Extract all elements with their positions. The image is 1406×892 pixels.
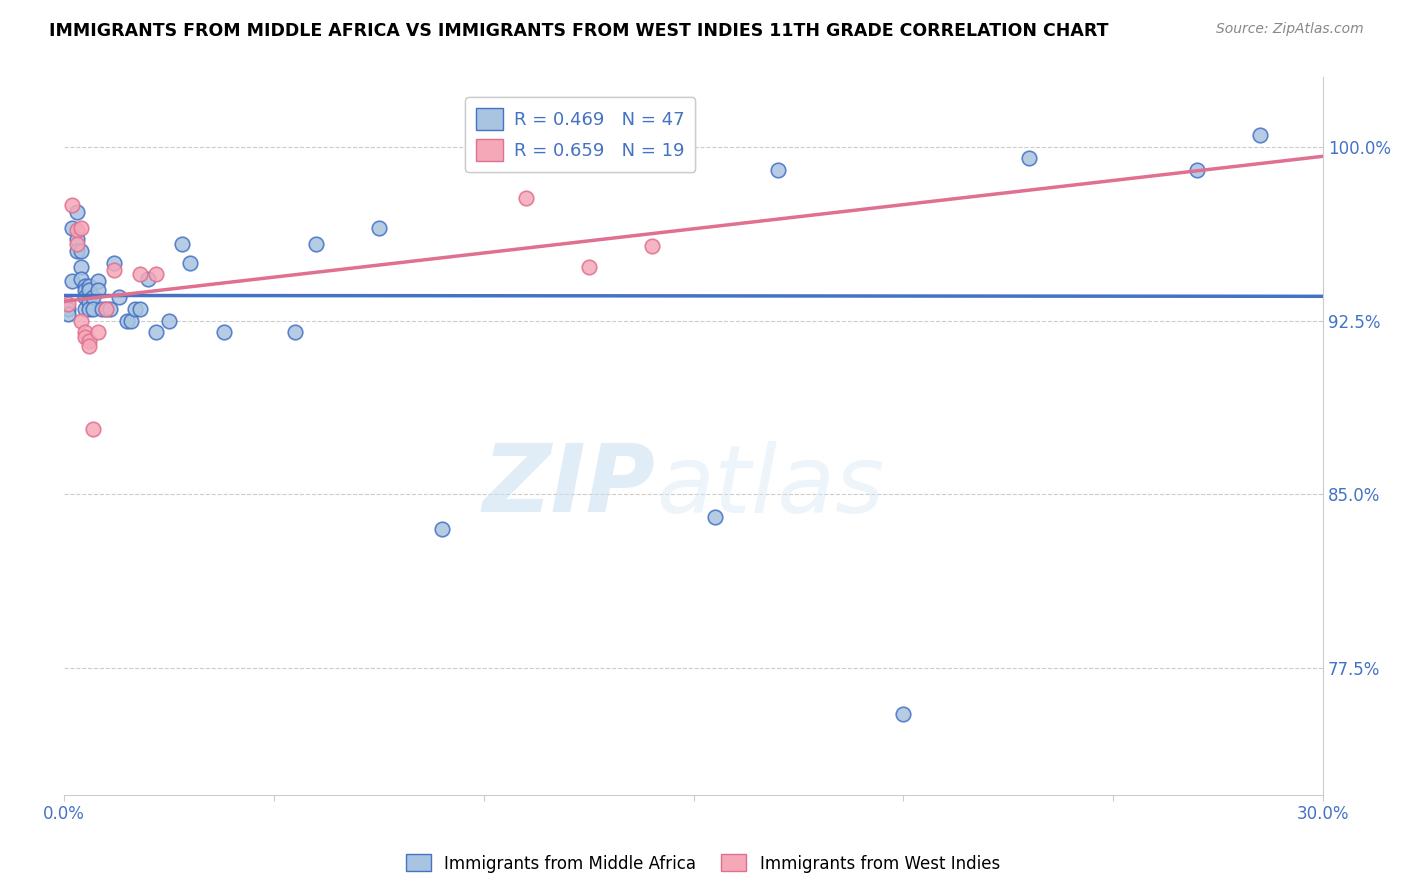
Point <box>86 284 108 298</box>
Point <box>62 198 84 212</box>
Point <box>77 301 100 316</box>
Point <box>77 278 100 293</box>
Point <box>66 232 89 246</box>
Point <box>77 334 100 349</box>
Point <box>86 325 108 339</box>
Point <box>70 272 93 286</box>
Point <box>1249 128 1271 143</box>
Point <box>70 244 93 258</box>
Point <box>82 301 104 316</box>
Point <box>170 237 193 252</box>
Point <box>70 260 93 275</box>
Legend: Immigrants from Middle Africa, Immigrants from West Indies: Immigrants from Middle Africa, Immigrant… <box>399 847 1007 880</box>
Point <box>77 339 100 353</box>
Point <box>515 191 537 205</box>
Point <box>90 301 112 316</box>
Point <box>128 301 150 316</box>
Point <box>77 284 100 298</box>
Point <box>145 325 167 339</box>
Point <box>58 301 80 316</box>
Point <box>124 301 146 316</box>
Point <box>94 301 117 316</box>
Point <box>70 313 93 327</box>
Point <box>86 274 108 288</box>
Point <box>115 313 138 327</box>
Point <box>107 290 129 304</box>
Point <box>70 221 93 235</box>
Text: Source: ZipAtlas.com: Source: ZipAtlas.com <box>1216 22 1364 37</box>
Point <box>77 295 100 310</box>
Point <box>73 290 96 304</box>
Point <box>120 313 142 327</box>
Point <box>66 244 89 258</box>
Point <box>128 267 150 281</box>
Point <box>58 307 80 321</box>
Point <box>703 510 725 524</box>
Point <box>62 274 84 288</box>
Point <box>157 313 180 327</box>
Point <box>578 260 600 275</box>
Point <box>179 255 201 269</box>
Point <box>73 301 96 316</box>
Text: IMMIGRANTS FROM MIDDLE AFRICA VS IMMIGRANTS FROM WEST INDIES 11TH GRADE CORRELAT: IMMIGRANTS FROM MIDDLE AFRICA VS IMMIGRA… <box>49 22 1109 40</box>
Point <box>1187 163 1209 178</box>
Text: atlas: atlas <box>655 441 884 532</box>
Point <box>367 221 389 235</box>
Point <box>58 297 80 311</box>
Text: ZIP: ZIP <box>482 441 655 533</box>
Point <box>766 163 789 178</box>
Point <box>284 325 307 339</box>
Point <box>893 706 915 721</box>
Point <box>640 239 662 253</box>
Point <box>82 422 104 436</box>
Point <box>430 522 453 536</box>
Point <box>66 204 89 219</box>
Point <box>103 255 125 269</box>
Point <box>305 237 328 252</box>
Point <box>73 284 96 298</box>
Point <box>73 329 96 343</box>
Point <box>94 301 117 316</box>
Point <box>145 267 167 281</box>
Point <box>82 290 104 304</box>
Point <box>62 221 84 235</box>
Point <box>98 301 121 316</box>
Point <box>66 237 89 252</box>
Point <box>1018 152 1040 166</box>
Point <box>66 223 89 237</box>
Point <box>73 325 96 339</box>
Point <box>103 262 125 277</box>
Point <box>212 325 235 339</box>
Point <box>73 278 96 293</box>
Legend: R = 0.469   N = 47, R = 0.659   N = 19: R = 0.469 N = 47, R = 0.659 N = 19 <box>465 97 696 172</box>
Point <box>136 272 159 286</box>
